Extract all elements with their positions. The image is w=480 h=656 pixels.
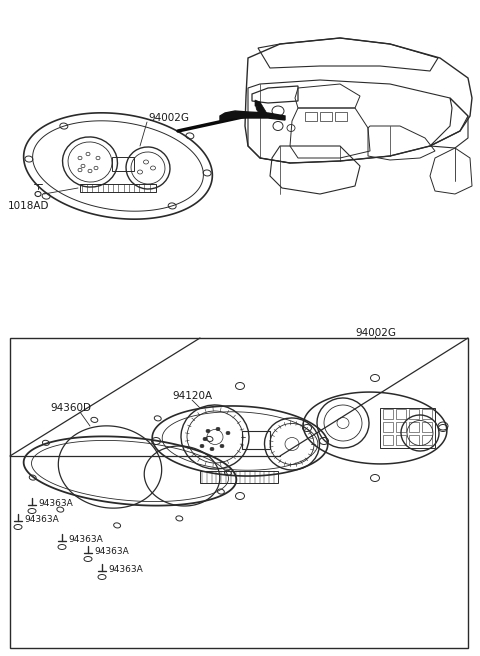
Ellipse shape — [216, 427, 220, 431]
Ellipse shape — [226, 431, 230, 435]
Text: 94363A: 94363A — [108, 565, 143, 573]
Text: 1018AD: 1018AD — [8, 201, 49, 211]
Ellipse shape — [220, 444, 224, 448]
Ellipse shape — [203, 438, 207, 441]
Polygon shape — [255, 100, 268, 116]
Polygon shape — [220, 111, 285, 121]
Text: 94120A: 94120A — [172, 391, 212, 401]
Bar — [10, 338, 468, 648]
Text: 94363A: 94363A — [38, 499, 73, 508]
Text: 94363A: 94363A — [68, 535, 103, 544]
Ellipse shape — [206, 429, 210, 433]
Ellipse shape — [210, 447, 214, 451]
Text: 94002G: 94002G — [148, 113, 189, 123]
Text: 94002G: 94002G — [355, 328, 396, 338]
Text: 94363A: 94363A — [94, 546, 129, 556]
Ellipse shape — [200, 444, 204, 448]
Text: 94360D: 94360D — [50, 403, 91, 413]
Text: 94363A: 94363A — [24, 514, 59, 523]
